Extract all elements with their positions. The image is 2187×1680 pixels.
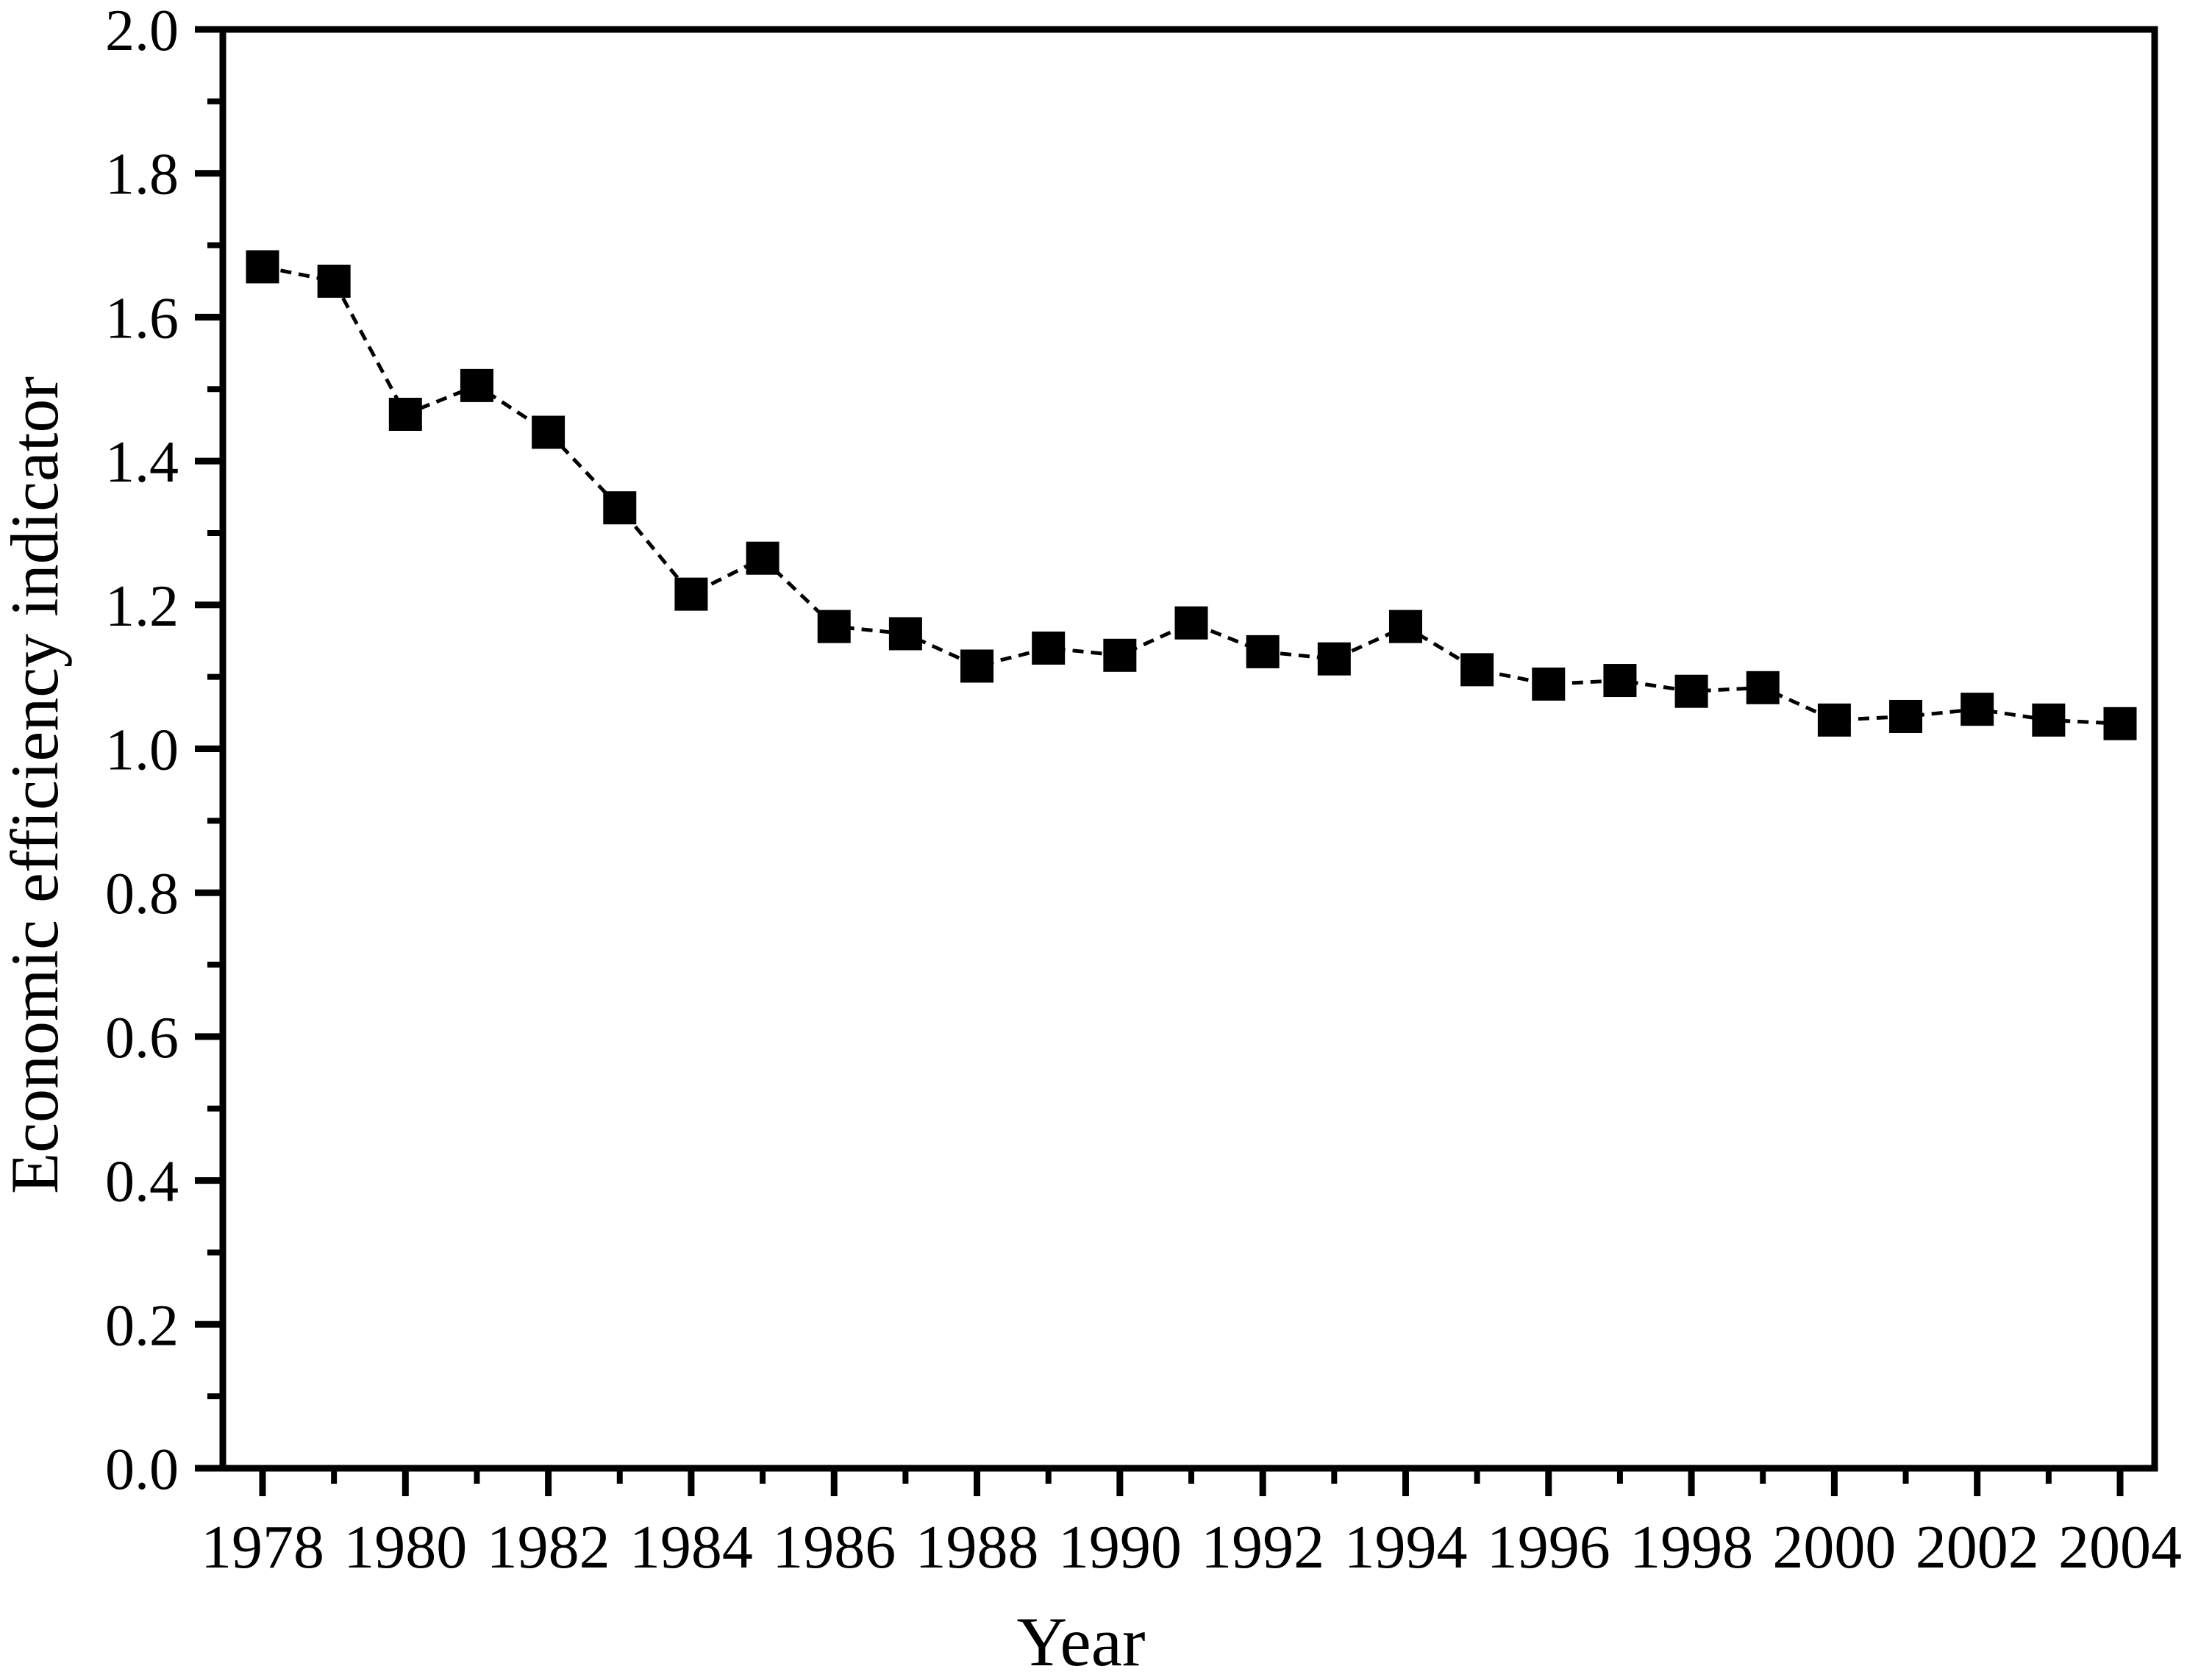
data-point-marker xyxy=(532,415,566,449)
x-tick-label: 1982 xyxy=(487,1513,610,1581)
data-point-marker xyxy=(960,649,994,683)
data-point-marker xyxy=(1889,699,1923,733)
x-tick-label: 2002 xyxy=(1916,1513,2039,1581)
data-point-marker xyxy=(2103,707,2137,740)
data-point-marker xyxy=(1032,632,1066,665)
x-tick-label: 2004 xyxy=(2058,1513,2182,1581)
data-line xyxy=(262,265,2121,726)
y-tick-label: 0.0 xyxy=(105,1437,179,1502)
y-axis-title: Economic efficiency indicator xyxy=(0,376,72,1194)
data-point-marker xyxy=(674,577,708,611)
y-tick-label: 1.6 xyxy=(105,286,179,351)
data-point-marker xyxy=(1532,667,1566,701)
y-tick-label: 0.2 xyxy=(105,1293,179,1358)
data-point-marker xyxy=(246,250,279,284)
data-point-marker xyxy=(317,264,351,298)
y-tick-label: 1.4 xyxy=(105,430,179,495)
x-tick-label: 1992 xyxy=(1201,1513,1324,1581)
x-tick-label: 1990 xyxy=(1058,1513,1182,1581)
axis-frame xyxy=(219,26,2158,1472)
data-point-marker xyxy=(1674,674,1708,708)
x-tick-label: 1988 xyxy=(916,1513,1039,1581)
plot-area: 0.0 0.2 0.4 0.6 0.8 1.0 1.2 1.4 1.6 1.8 2.0 1978 198… xyxy=(105,0,2182,1581)
y-tick-label: 0.6 xyxy=(105,1006,179,1070)
data-point-marker xyxy=(1317,642,1351,676)
data-point-marker xyxy=(1746,671,1780,704)
data-point-marker xyxy=(1460,653,1494,687)
data-point-marker xyxy=(1961,693,1994,726)
x-tick-label: 1980 xyxy=(343,1513,467,1581)
data-point-marker xyxy=(1388,610,1422,643)
y-tick-label: 1.0 xyxy=(105,718,179,783)
x-tick-label: 1998 xyxy=(1630,1513,1753,1581)
x-tick-label: 1994 xyxy=(1344,1513,1467,1581)
data-point-marker xyxy=(1174,606,1208,640)
data-point-marker xyxy=(817,610,851,643)
data-point-marker xyxy=(746,541,779,575)
y-tick-label: 2.0 xyxy=(105,0,179,63)
data-point-marker xyxy=(388,397,422,431)
x-tick-label: 1996 xyxy=(1487,1513,1610,1581)
y-tick-label: 0.4 xyxy=(105,1150,179,1215)
data-point-marker xyxy=(1603,664,1637,698)
data-point-marker xyxy=(1817,703,1851,737)
x-tick-label: 1986 xyxy=(772,1513,896,1581)
x-tick-label: 1984 xyxy=(629,1513,753,1581)
y-tick-label: 1.2 xyxy=(105,574,179,639)
data-point-marker xyxy=(1246,635,1280,668)
data-point-marker xyxy=(460,368,493,402)
data-point-marker xyxy=(603,491,637,525)
data-point-marker xyxy=(888,617,922,651)
x-axis-title: Year xyxy=(1016,1603,1145,1680)
data-point-marker xyxy=(2032,703,2066,737)
y-tick-label: 0.8 xyxy=(105,862,179,926)
data-point-marker xyxy=(1103,638,1137,672)
x-tick-label: 1978 xyxy=(201,1513,324,1581)
y-tick-label: 1.8 xyxy=(105,143,179,207)
x-tick-label: 2000 xyxy=(1772,1513,1896,1581)
